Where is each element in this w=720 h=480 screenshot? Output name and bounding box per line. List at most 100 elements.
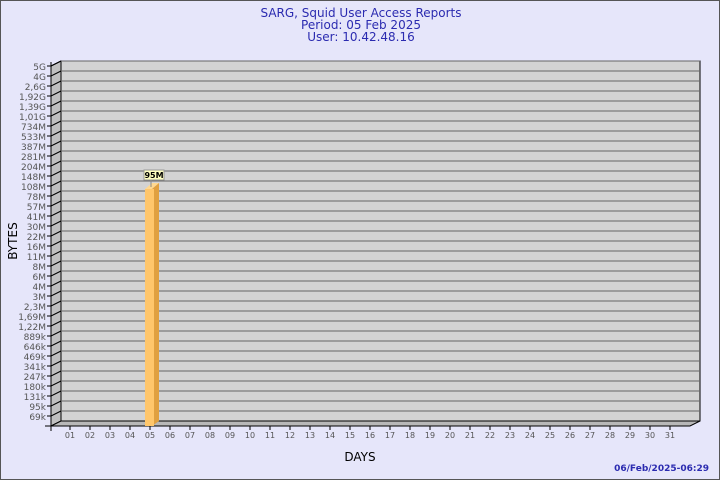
gridline-diag: [50, 390, 62, 397]
gridline-diag: [50, 60, 62, 67]
x-tick-label: 13: [305, 431, 315, 440]
x-tick-label: 02: [85, 431, 95, 440]
gridline-diag: [50, 340, 62, 347]
x-tick-label: 03: [105, 431, 115, 440]
y-tick-label: 148M: [21, 173, 46, 183]
gridline-diag: [50, 240, 62, 247]
gridline-diag: [50, 250, 62, 257]
y-tick-label: 108M: [21, 183, 46, 193]
y-tick-label: 247k: [24, 373, 47, 383]
bar-top: [145, 183, 159, 189]
y-tick-label: 469k: [24, 353, 47, 363]
x-tick-label: 14: [325, 431, 335, 440]
gridline-diag: [50, 180, 62, 187]
y-tick-label: 387M: [21, 143, 46, 153]
y-tick-label: 533M: [21, 133, 46, 143]
gridline-diag: [50, 110, 62, 117]
x-tick-label: 24: [525, 431, 535, 440]
y-tick-label: 57M: [27, 203, 46, 213]
y-tick-label: 889k: [24, 333, 47, 343]
y-tick-label: 1,22M: [18, 323, 46, 333]
x-axis-label: DAYS: [344, 450, 375, 464]
y-tick-label: 4G: [33, 73, 46, 83]
x-tick-label: 18: [405, 431, 415, 440]
data-label-box: [143, 169, 165, 181]
gridline-diag: [50, 70, 62, 77]
gridline-diag: [50, 380, 62, 387]
y-tick-label: 2,3M: [24, 303, 46, 313]
chart-period: Period: 05 Feb 2025: [301, 18, 421, 32]
x-tick-label: 10: [245, 431, 255, 440]
y-tick-label: 646k: [24, 343, 47, 353]
y-tick-label: 3M: [33, 293, 47, 303]
y-tick-label: 1,69M: [18, 313, 46, 323]
gridline-diag: [50, 170, 62, 177]
y-tick-label: 6M: [33, 273, 47, 283]
gridline-diag: [50, 160, 62, 167]
y-tick-label: 78M: [27, 193, 46, 203]
x-tick-label: 05: [145, 431, 155, 440]
y-tick-label: 22M: [27, 233, 46, 243]
gridline-diag: [50, 260, 62, 267]
timestamp: 06/Feb/2025-06:29: [614, 464, 709, 474]
x-tick-label: 04: [125, 431, 135, 440]
x-tick-label: 25: [545, 431, 555, 440]
chart-user: User: 10.42.48.16: [307, 30, 415, 44]
gridline-diag: [50, 210, 62, 217]
gridline-diag: [50, 310, 62, 317]
y-tick-label: 1,01G: [19, 113, 46, 123]
gridline-diag: [50, 410, 62, 417]
x-tick-label: 21: [465, 431, 475, 440]
gridline-diag: [50, 300, 62, 307]
gridline-diag: [50, 120, 62, 127]
x-tick-label: 29: [625, 431, 635, 440]
x-tick-label: 12: [285, 431, 295, 440]
gridline-diag: [50, 100, 62, 107]
y-axis-label: BYTES: [6, 222, 20, 259]
gridline-diag: [50, 350, 62, 357]
gridline-diag: [50, 140, 62, 147]
gridline-diag: [50, 80, 62, 87]
x-tick-label: 16: [365, 431, 375, 440]
y-tick-label: 11M: [27, 253, 46, 263]
y-tick-label: 341k: [24, 363, 47, 373]
y-tick-label: 4M: [33, 283, 47, 293]
y-tick-label: 8M: [33, 263, 47, 273]
x-tick-label: 01: [65, 431, 75, 440]
y-tick-label: 204M: [21, 163, 46, 173]
y-tick-label: 2,6G: [25, 83, 46, 93]
gridline-diag: [50, 370, 62, 377]
x-tick-label: 27: [585, 431, 595, 440]
x-tick-label: 26: [565, 431, 575, 440]
y-tick-label: 95k: [29, 403, 46, 413]
gridline-diag: [50, 150, 62, 157]
x-tick-label: 09: [225, 431, 235, 440]
y-tick-label: 16M: [27, 243, 46, 253]
gridline-diag: [50, 200, 62, 207]
y-tick-label: 1,92G: [19, 93, 46, 103]
x-tick-label: 28: [605, 431, 615, 440]
x-tick-label: 17: [385, 431, 395, 440]
gridline-diag: [50, 270, 62, 277]
y-tick-label: 30M: [27, 223, 46, 233]
y-tick-label: 69k: [29, 413, 46, 423]
x-tick-label: 06: [165, 431, 175, 440]
chart-title: SARG, Squid User Access Reports: [260, 6, 461, 20]
gridline-diag: [50, 280, 62, 287]
x-tick-label: 31: [665, 431, 675, 440]
y-tick-label: 5G: [33, 63, 46, 73]
x-tick-label: 08: [205, 431, 215, 440]
y-tick-label: 180k: [24, 383, 47, 393]
x-tick-label: 23: [505, 431, 515, 440]
y-tick-label: 41M: [27, 213, 46, 223]
gridline-diag: [50, 230, 62, 237]
gridline-diag: [50, 220, 62, 227]
x-tick-label: 20: [445, 431, 455, 440]
gridline-diag: [50, 320, 62, 327]
gridline-diag: [50, 190, 62, 197]
gridline-diag: [50, 90, 62, 97]
bar: [145, 189, 154, 426]
x-tick-label: 15: [345, 431, 355, 440]
x-tick-label: 22: [485, 431, 495, 440]
